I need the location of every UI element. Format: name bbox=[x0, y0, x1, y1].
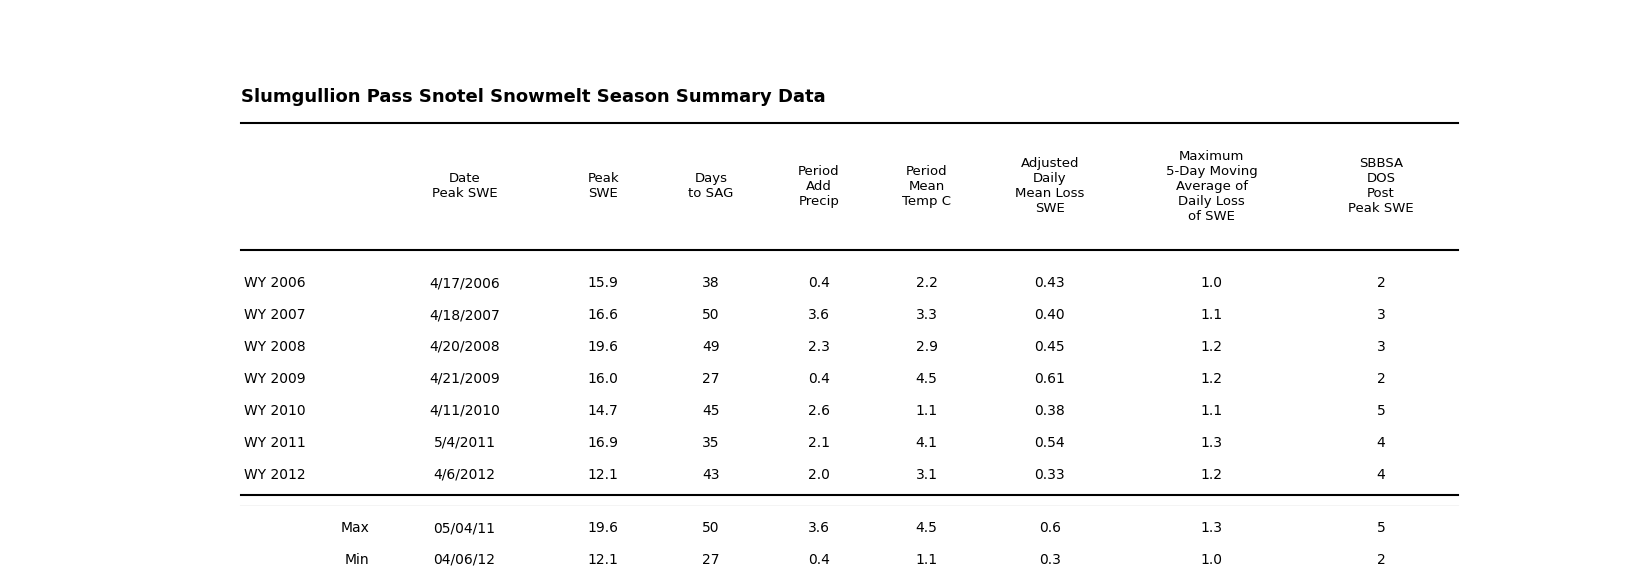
Text: 3.3: 3.3 bbox=[916, 308, 937, 322]
Text: 4: 4 bbox=[1376, 467, 1385, 482]
Text: 3.1: 3.1 bbox=[916, 467, 937, 482]
Text: SBBSA
DOS
Post
Peak SWE: SBBSA DOS Post Peak SWE bbox=[1349, 157, 1414, 215]
Text: 4/6/2012: 4/6/2012 bbox=[433, 467, 496, 482]
Text: 16.9: 16.9 bbox=[587, 436, 618, 450]
Text: Peak
SWE: Peak SWE bbox=[587, 172, 618, 201]
Text: 0.38: 0.38 bbox=[1035, 404, 1066, 418]
Text: 0.54: 0.54 bbox=[1035, 436, 1066, 450]
Text: 2.0: 2.0 bbox=[809, 467, 830, 482]
Text: 1.1: 1.1 bbox=[916, 553, 937, 567]
Text: 4/20/2008: 4/20/2008 bbox=[430, 340, 499, 354]
Text: 05/04/11: 05/04/11 bbox=[433, 521, 496, 535]
Text: 1.0: 1.0 bbox=[1201, 553, 1222, 567]
Text: 0.33: 0.33 bbox=[1035, 467, 1066, 482]
Text: 1.2: 1.2 bbox=[1201, 467, 1222, 482]
Text: 19.6: 19.6 bbox=[587, 340, 618, 354]
Text: Period
Mean
Temp C: Period Mean Temp C bbox=[901, 165, 952, 208]
Text: 1.1: 1.1 bbox=[1201, 308, 1222, 322]
Text: 2.6: 2.6 bbox=[807, 404, 830, 418]
Text: 4.1: 4.1 bbox=[916, 436, 937, 450]
Text: 0.4: 0.4 bbox=[809, 553, 830, 567]
Text: 49: 49 bbox=[703, 340, 719, 354]
Text: 15.9: 15.9 bbox=[587, 276, 618, 290]
Text: 3.6: 3.6 bbox=[807, 308, 830, 322]
Text: WY 2009: WY 2009 bbox=[244, 372, 306, 386]
Text: 2.3: 2.3 bbox=[809, 340, 830, 354]
Text: 19.6: 19.6 bbox=[587, 521, 618, 535]
Text: 1.1: 1.1 bbox=[916, 404, 937, 418]
Text: 4/21/2009: 4/21/2009 bbox=[430, 372, 499, 386]
Text: 50: 50 bbox=[703, 308, 719, 322]
Text: 1.2: 1.2 bbox=[1201, 372, 1222, 386]
Text: 38: 38 bbox=[703, 276, 719, 290]
Text: Date
Peak SWE: Date Peak SWE bbox=[431, 172, 498, 201]
Text: 27: 27 bbox=[703, 372, 719, 386]
Text: 04/06/12: 04/06/12 bbox=[433, 553, 496, 567]
Text: 4.5: 4.5 bbox=[916, 521, 937, 535]
Text: 0.4: 0.4 bbox=[809, 276, 830, 290]
Text: 1.3: 1.3 bbox=[1201, 436, 1222, 450]
Text: WY 2008: WY 2008 bbox=[244, 340, 306, 354]
Text: WY 2007: WY 2007 bbox=[244, 308, 306, 322]
Text: WY 2011: WY 2011 bbox=[244, 436, 306, 450]
Text: 45: 45 bbox=[703, 404, 719, 418]
Text: 4/18/2007: 4/18/2007 bbox=[430, 308, 499, 322]
Text: 0.4: 0.4 bbox=[809, 372, 830, 386]
Text: 0.61: 0.61 bbox=[1035, 372, 1066, 386]
Text: 1.1: 1.1 bbox=[1201, 404, 1222, 418]
Text: 4: 4 bbox=[1376, 436, 1385, 450]
Text: 2: 2 bbox=[1376, 276, 1385, 290]
Text: 2: 2 bbox=[1376, 372, 1385, 386]
Text: WY 2012: WY 2012 bbox=[244, 467, 306, 482]
Text: Maximum
5-Day Moving
Average of
Daily Loss
of SWE: Maximum 5-Day Moving Average of Daily Lo… bbox=[1165, 150, 1258, 223]
Text: 16.0: 16.0 bbox=[587, 372, 618, 386]
Text: 43: 43 bbox=[703, 467, 719, 482]
Text: 4/11/2010: 4/11/2010 bbox=[430, 404, 499, 418]
Text: Max: Max bbox=[342, 521, 369, 535]
Text: Min: Min bbox=[345, 553, 369, 567]
Text: 4/17/2006: 4/17/2006 bbox=[430, 276, 499, 290]
Text: 50: 50 bbox=[703, 521, 719, 535]
Text: 12.1: 12.1 bbox=[587, 553, 618, 567]
Text: 35: 35 bbox=[703, 436, 719, 450]
Text: 3: 3 bbox=[1376, 308, 1385, 322]
Text: WY 2010: WY 2010 bbox=[244, 404, 306, 418]
Text: 2: 2 bbox=[1376, 553, 1385, 567]
Text: 0.43: 0.43 bbox=[1035, 276, 1066, 290]
Text: 14.7: 14.7 bbox=[587, 404, 618, 418]
Text: 0.6: 0.6 bbox=[1038, 521, 1061, 535]
Text: 1.3: 1.3 bbox=[1201, 521, 1222, 535]
Text: 0.45: 0.45 bbox=[1035, 340, 1066, 354]
Text: 0.3: 0.3 bbox=[1040, 553, 1061, 567]
Text: 0.40: 0.40 bbox=[1035, 308, 1066, 322]
Text: 2.2: 2.2 bbox=[916, 276, 937, 290]
Text: 5: 5 bbox=[1376, 404, 1385, 418]
Text: 4.5: 4.5 bbox=[916, 372, 937, 386]
Text: 2.9: 2.9 bbox=[916, 340, 937, 354]
Text: 12.1: 12.1 bbox=[587, 467, 618, 482]
Text: 5/4/2011: 5/4/2011 bbox=[433, 436, 496, 450]
Text: Slumgullion Pass Snotel Snowmelt Season Summary Data: Slumgullion Pass Snotel Snowmelt Season … bbox=[241, 88, 827, 106]
Text: WY 2006: WY 2006 bbox=[244, 276, 306, 290]
Text: 16.6: 16.6 bbox=[587, 308, 618, 322]
Text: Period
Add
Precip: Period Add Precip bbox=[797, 165, 840, 208]
Text: Days
to SAG: Days to SAG bbox=[688, 172, 734, 201]
Text: 1.0: 1.0 bbox=[1201, 276, 1222, 290]
Text: 1.2: 1.2 bbox=[1201, 340, 1222, 354]
Text: 5: 5 bbox=[1376, 521, 1385, 535]
Text: 3.6: 3.6 bbox=[807, 521, 830, 535]
Text: Adjusted
Daily
Mean Loss
SWE: Adjusted Daily Mean Loss SWE bbox=[1015, 157, 1085, 215]
Text: 2.1: 2.1 bbox=[807, 436, 830, 450]
Text: 3: 3 bbox=[1376, 340, 1385, 354]
Text: 27: 27 bbox=[703, 553, 719, 567]
